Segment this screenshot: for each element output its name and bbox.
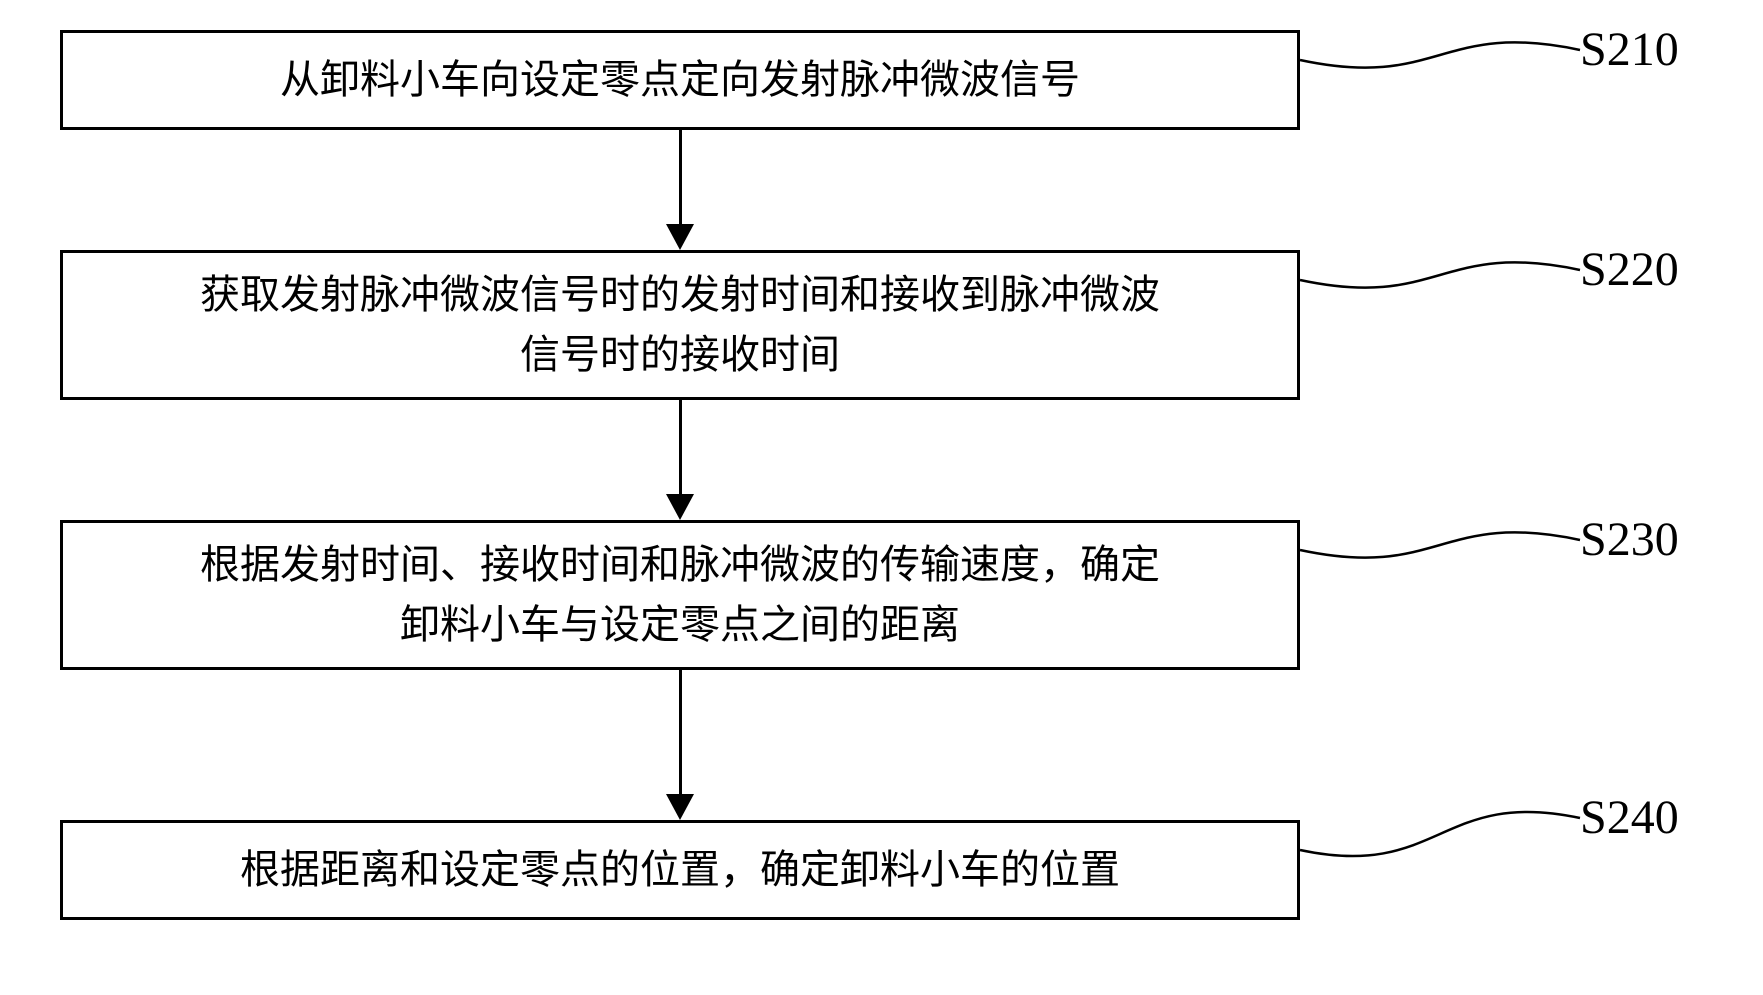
connector-curve-icon: [1290, 500, 1590, 590]
step-label-s230: S230: [1580, 512, 1679, 567]
flow-node-s220: 获取发射脉冲微波信号时的发射时间和接收到脉冲微波 信号时的接收时间: [60, 250, 1300, 400]
flow-node-text: 根据距离和设定零点的位置，确定卸料小车的位置: [240, 840, 1120, 900]
step-label-s210: S210: [1580, 22, 1679, 77]
flow-node-text: 根据发射时间、接收时间和脉冲微波的传输速度，确定 卸料小车与设定零点之间的距离: [200, 535, 1160, 655]
arrow-head-icon: [666, 224, 694, 250]
flow-node-text: 从卸料小车向设定零点定向发射脉冲微波信号: [280, 50, 1080, 110]
arrow-head-icon: [666, 794, 694, 820]
arrow-line: [679, 400, 682, 496]
flow-node-s240: 根据距离和设定零点的位置，确定卸料小车的位置: [60, 820, 1300, 920]
flow-node-s210: 从卸料小车向设定零点定向发射脉冲微波信号: [60, 30, 1300, 130]
arrow-head-icon: [666, 494, 694, 520]
connector-curve-icon: [1290, 230, 1590, 320]
connector-curve-icon: [1290, 10, 1590, 100]
flowchart-container: 从卸料小车向设定零点定向发射脉冲微波信号获取发射脉冲微波信号时的发射时间和接收到…: [0, 0, 1763, 995]
arrow-line: [679, 670, 682, 796]
arrow-line: [679, 130, 682, 226]
connector-curve-icon: [1290, 778, 1590, 890]
flow-node-s230: 根据发射时间、接收时间和脉冲微波的传输速度，确定 卸料小车与设定零点之间的距离: [60, 520, 1300, 670]
step-label-s240: S240: [1580, 790, 1679, 845]
step-label-s220: S220: [1580, 242, 1679, 297]
flow-node-text: 获取发射脉冲微波信号时的发射时间和接收到脉冲微波 信号时的接收时间: [200, 265, 1160, 385]
